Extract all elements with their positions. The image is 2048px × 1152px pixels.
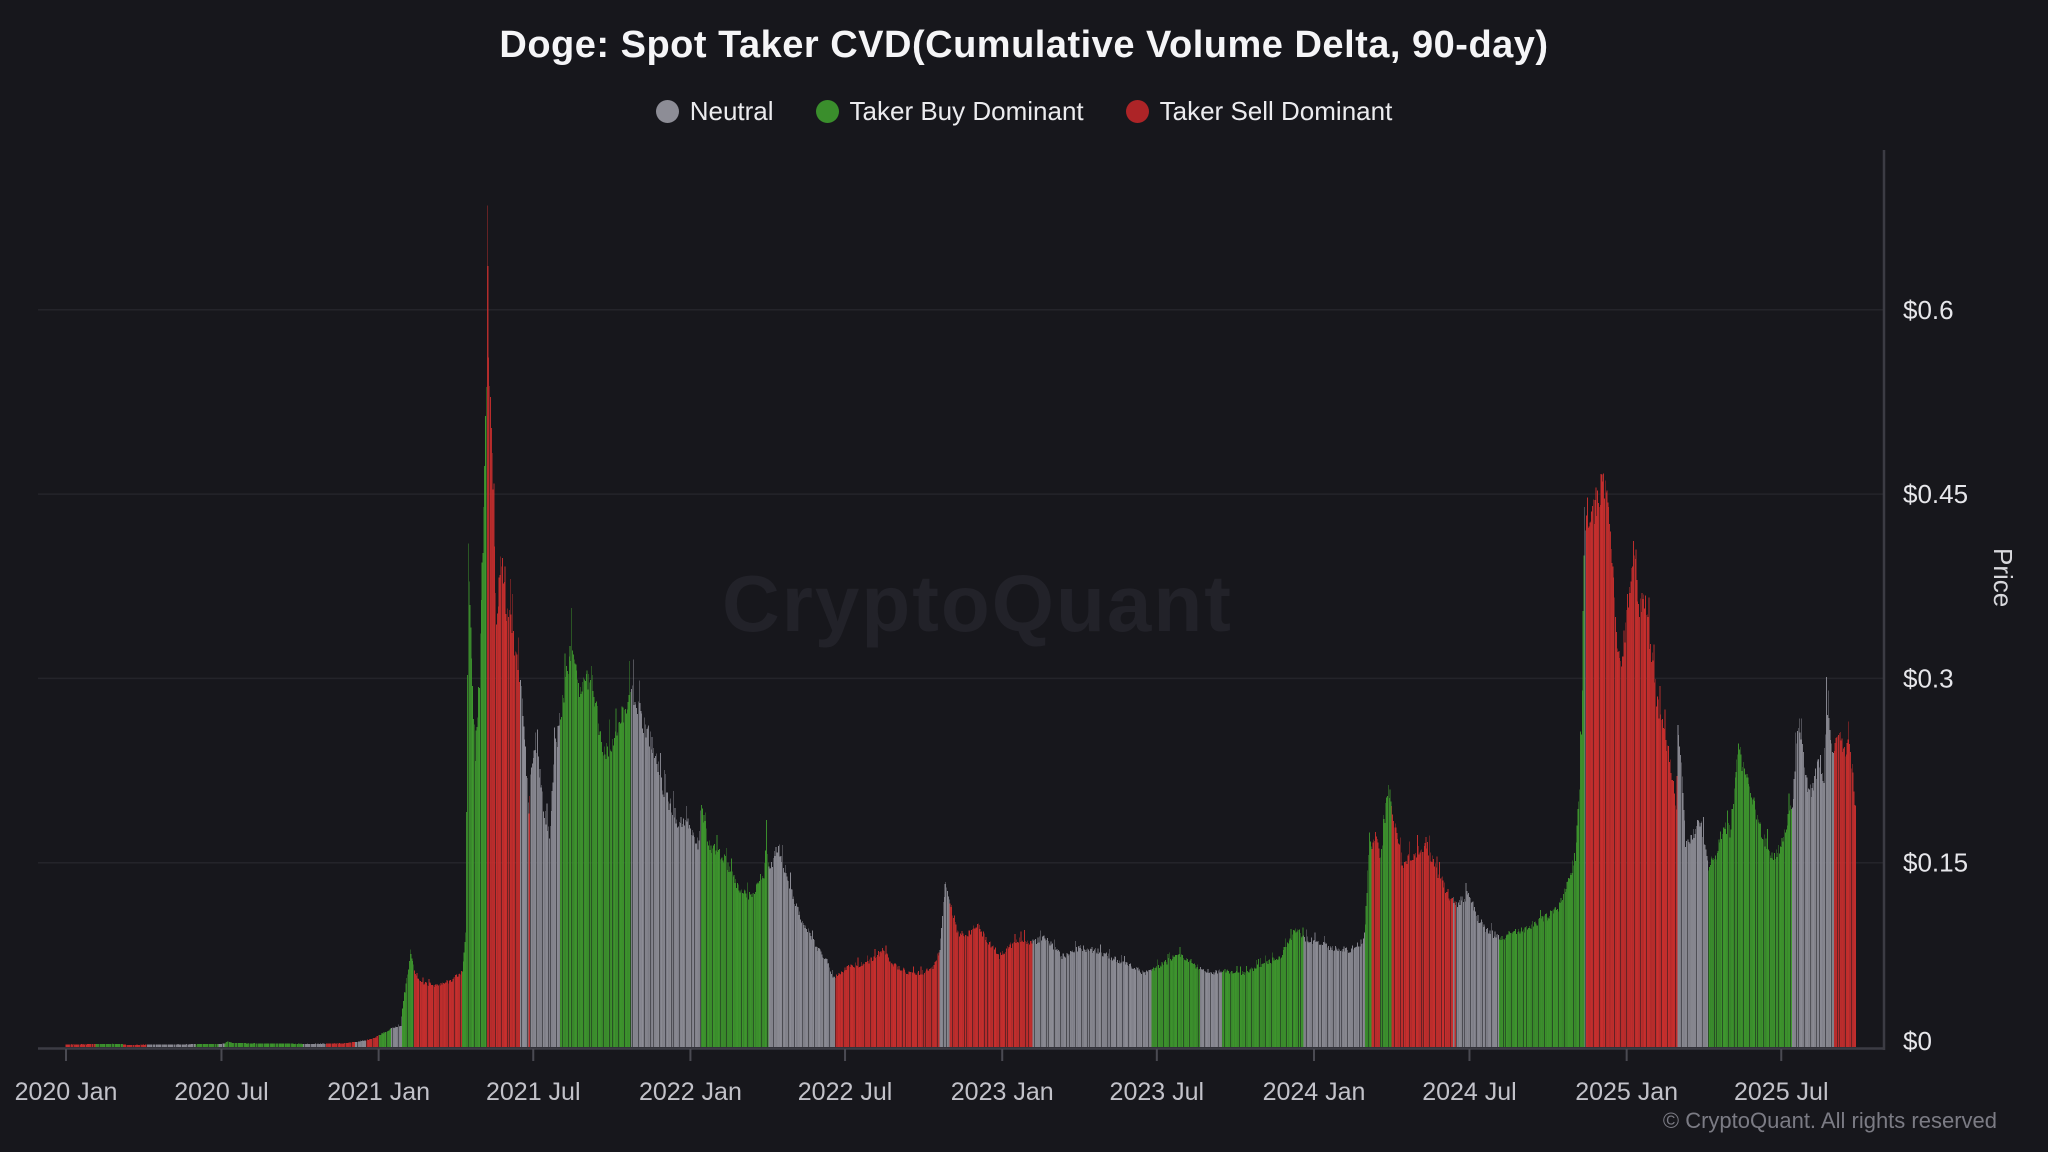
x-tick-label: 2021 Jan bbox=[327, 1078, 430, 1106]
legend-item-neutral[interactable]: Neutral bbox=[655, 96, 774, 127]
y-tick-label: $0.3 bbox=[1903, 663, 1954, 693]
neutral-dot-icon bbox=[655, 100, 679, 123]
copyright: © CryptoQuant. All rights reserved bbox=[1662, 1108, 1997, 1133]
x-tick-label: 2022 Jan bbox=[639, 1078, 742, 1106]
sell-dot-icon bbox=[1125, 100, 1149, 123]
page-title: Doge: Spot Taker CVD(Cumulative Volume D… bbox=[499, 24, 1549, 66]
x-tick-label: 2020 Jan bbox=[15, 1078, 118, 1106]
y-axis-title: Price bbox=[1988, 548, 2018, 608]
x-tick-label: 2024 Jul bbox=[1422, 1078, 1517, 1106]
buy-dot-icon bbox=[815, 100, 839, 123]
y-tick-label: $0 bbox=[1903, 1026, 1932, 1056]
x-tick-label: 2020 Jul bbox=[174, 1078, 269, 1106]
price-bars bbox=[65, 205, 1856, 1048]
legend-item-taker-buy[interactable]: Taker Buy Dominant bbox=[815, 96, 1084, 127]
chart-legend: Neutral Taker Buy Dominant Taker Sell Do… bbox=[0, 96, 2048, 127]
legend-label: Taker Buy Dominant bbox=[849, 96, 1084, 126]
legend-label: Neutral bbox=[689, 96, 774, 126]
x-tick-label: 2023 Jul bbox=[1110, 1078, 1205, 1106]
axes bbox=[38, 150, 1886, 1050]
x-tick-label: 2024 Jan bbox=[1263, 1078, 1366, 1106]
y-tick-label: $0.6 bbox=[1903, 295, 1954, 325]
y-axis: $0.6 $0.45 $0.3 $0.15 $0 bbox=[1903, 295, 1968, 1056]
legend-label: Taker Sell Dominant bbox=[1159, 96, 1393, 126]
x-tick-label: 2023 Jan bbox=[951, 1078, 1054, 1106]
x-tick-label: 2022 Jul bbox=[798, 1078, 893, 1106]
x-tick-label: 2021 Jul bbox=[486, 1078, 581, 1106]
x-axis: 2020 Jan 2020 Jul 2021 Jan 2021 Jul 2022 Jan… bbox=[15, 1049, 1829, 1106]
legend-item-taker-sell[interactable]: Taker Sell Dominant bbox=[1125, 96, 1393, 127]
y-tick-label: $0.45 bbox=[1903, 479, 1968, 509]
x-tick-label: 2025 Jan bbox=[1575, 1078, 1678, 1106]
x-tick-label: 2025 Jul bbox=[1734, 1078, 1829, 1106]
y-tick-label: $0.15 bbox=[1903, 848, 1968, 878]
